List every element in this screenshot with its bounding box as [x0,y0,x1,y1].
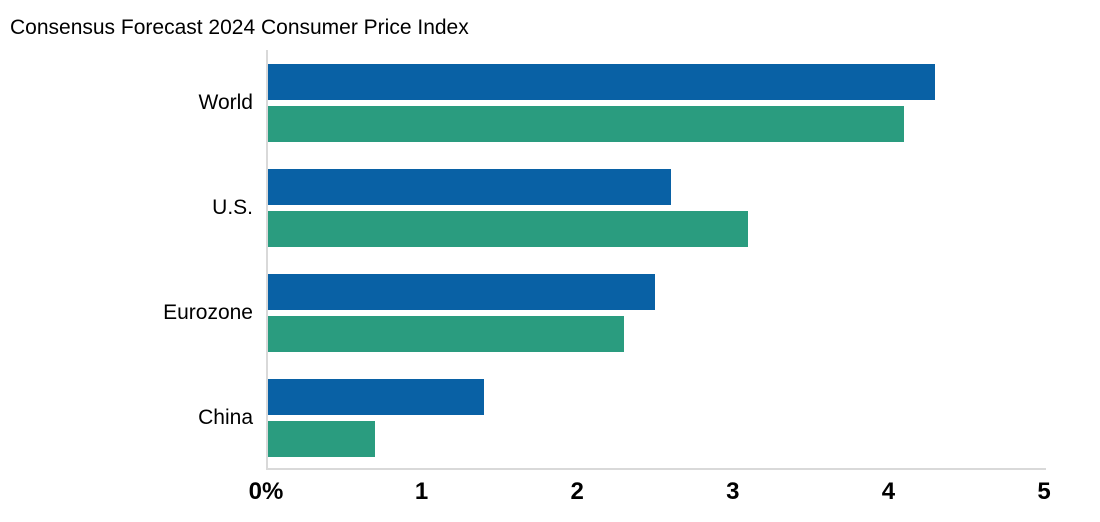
bar-green-series [266,210,749,247]
bar-pair [266,168,1044,247]
bar-blue-series [266,168,671,205]
bar-green-series [266,420,375,457]
x-axis-tick-labels: 0% 1 2 3 4 5 [249,478,1051,512]
chart-title: Consensus Forecast 2024 Consumer Price I… [10,16,469,39]
x-axis-line [266,468,1046,470]
plot-area: World U.S. Eurozone China [0,50,1100,470]
bar-blue-series [266,378,484,415]
bar-rows: World U.S. Eurozone China [0,50,1100,470]
chart-row: China [0,365,1100,470]
bar-green-series [266,105,904,142]
chart-row: U.S. [0,155,1100,260]
chart-row: Eurozone [0,260,1100,365]
category-label: China [198,405,253,429]
y-axis-line [266,50,268,470]
x-tick-label: 0% [248,478,284,505]
category-label: Eurozone [163,300,253,324]
x-tick-label: 4 [881,478,896,505]
x-tick-label: 1 [414,478,429,505]
bar-pair [266,378,1044,457]
category-label: U.S. [212,195,253,219]
bar-blue-series [266,273,655,310]
bar-blue-series [266,63,936,100]
category-label: World [198,90,253,114]
bar-pair [266,273,1044,352]
x-tick-label: 3 [726,478,740,505]
bar-pair [266,63,1044,142]
bar-green-series [266,315,624,352]
x-tick-label: 5 [1037,478,1051,505]
chart-row: World [0,50,1100,155]
x-tick-label: 2 [570,478,584,505]
